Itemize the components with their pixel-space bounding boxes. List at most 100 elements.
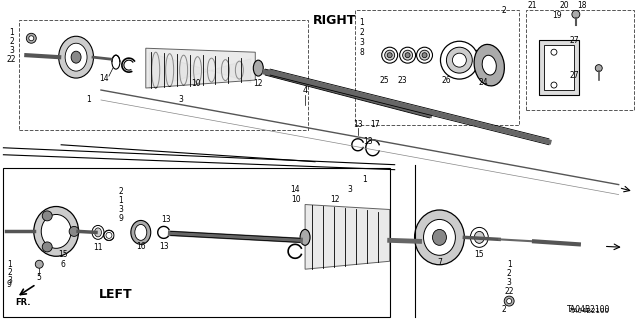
Text: 1: 1 <box>9 28 13 37</box>
Text: 2: 2 <box>502 305 506 314</box>
Text: 1: 1 <box>118 196 124 205</box>
Ellipse shape <box>387 53 392 58</box>
Ellipse shape <box>92 226 104 239</box>
Ellipse shape <box>112 55 120 69</box>
Text: 2: 2 <box>507 269 511 278</box>
Ellipse shape <box>415 210 465 265</box>
Text: 16: 16 <box>136 242 146 251</box>
Ellipse shape <box>221 60 229 81</box>
Text: 12: 12 <box>253 78 263 87</box>
Ellipse shape <box>405 53 410 58</box>
Ellipse shape <box>193 57 202 84</box>
Text: 2: 2 <box>118 187 124 196</box>
Circle shape <box>26 33 36 43</box>
Circle shape <box>69 226 79 236</box>
Text: 10: 10 <box>191 78 200 87</box>
Text: FR.: FR. <box>15 298 31 307</box>
Ellipse shape <box>482 55 497 75</box>
Text: 1: 1 <box>360 18 364 27</box>
Text: 9: 9 <box>118 214 124 223</box>
Ellipse shape <box>440 41 478 79</box>
Polygon shape <box>146 48 255 88</box>
Text: 2: 2 <box>7 268 12 277</box>
Text: 18: 18 <box>577 1 587 10</box>
Text: 7: 7 <box>437 258 442 267</box>
Text: 3: 3 <box>348 185 352 194</box>
Text: 26: 26 <box>442 76 451 85</box>
Text: 4: 4 <box>303 85 308 94</box>
Circle shape <box>504 296 514 306</box>
Ellipse shape <box>106 232 112 238</box>
Text: 3: 3 <box>9 46 14 55</box>
FancyArrowPatch shape <box>476 50 487 61</box>
Text: 3: 3 <box>360 38 364 47</box>
Ellipse shape <box>71 51 81 63</box>
Ellipse shape <box>180 55 188 85</box>
Ellipse shape <box>452 53 467 67</box>
Ellipse shape <box>381 47 397 63</box>
Text: 1: 1 <box>362 175 367 184</box>
Text: 2: 2 <box>502 6 506 15</box>
Text: RIGHT: RIGHT <box>313 14 356 27</box>
Text: 22: 22 <box>504 287 514 296</box>
Ellipse shape <box>385 50 395 60</box>
Text: 27: 27 <box>569 70 579 80</box>
Text: 24: 24 <box>479 78 488 86</box>
Ellipse shape <box>422 53 427 58</box>
Text: 2: 2 <box>9 37 13 46</box>
Circle shape <box>595 65 602 71</box>
Bar <box>544 45 574 90</box>
Bar <box>526 11 634 110</box>
Text: 27: 27 <box>569 36 579 45</box>
Circle shape <box>572 11 580 19</box>
Text: 3: 3 <box>7 276 12 285</box>
Text: 22: 22 <box>6 55 16 64</box>
Ellipse shape <box>95 228 102 237</box>
Text: 25: 25 <box>380 76 390 85</box>
Ellipse shape <box>470 227 488 247</box>
Ellipse shape <box>152 52 160 88</box>
Bar <box>19 20 308 130</box>
Ellipse shape <box>424 219 456 255</box>
Ellipse shape <box>417 47 433 63</box>
Text: 5: 5 <box>37 273 42 282</box>
Text: 14: 14 <box>291 185 300 194</box>
Text: 21: 21 <box>527 1 537 10</box>
Text: 15: 15 <box>58 250 68 259</box>
Text: 19: 19 <box>552 11 562 20</box>
Text: 1: 1 <box>507 260 511 269</box>
Text: LEFT: LEFT <box>99 288 132 300</box>
Ellipse shape <box>253 60 263 76</box>
Text: 13: 13 <box>363 137 372 146</box>
Text: 17: 17 <box>370 120 380 130</box>
Circle shape <box>551 49 557 55</box>
Ellipse shape <box>207 58 216 82</box>
Ellipse shape <box>131 220 151 244</box>
Circle shape <box>35 260 44 268</box>
Bar <box>3 168 390 317</box>
Text: 2: 2 <box>360 28 364 37</box>
Circle shape <box>29 36 34 41</box>
Circle shape <box>551 82 557 88</box>
Text: 20: 20 <box>559 1 569 10</box>
Text: 14: 14 <box>99 74 109 83</box>
Text: 6: 6 <box>61 260 65 269</box>
Text: 13: 13 <box>161 215 170 224</box>
Ellipse shape <box>433 229 447 245</box>
Ellipse shape <box>399 47 415 63</box>
Text: 15: 15 <box>474 250 484 259</box>
Ellipse shape <box>474 44 504 86</box>
Text: 1: 1 <box>7 260 12 269</box>
Text: 9: 9 <box>7 280 12 289</box>
Polygon shape <box>305 204 390 269</box>
Ellipse shape <box>474 231 484 243</box>
Text: 3: 3 <box>118 205 124 214</box>
Text: 13: 13 <box>353 120 363 130</box>
Ellipse shape <box>135 225 147 240</box>
Ellipse shape <box>236 61 243 79</box>
Ellipse shape <box>41 214 71 248</box>
Circle shape <box>42 242 52 252</box>
Text: 3: 3 <box>507 278 511 287</box>
Ellipse shape <box>104 230 114 240</box>
Bar <box>355 11 519 125</box>
